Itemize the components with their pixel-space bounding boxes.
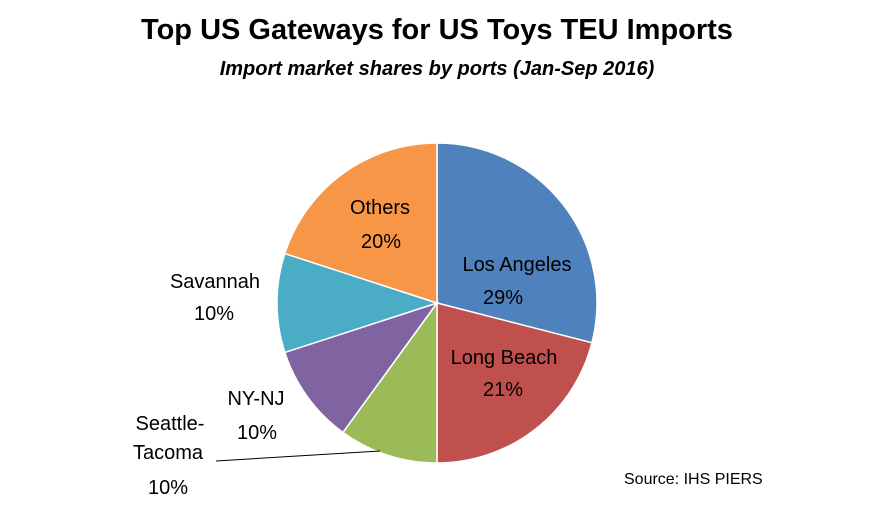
chart-subtitle: Import market shares by ports (Jan-Sep 2… xyxy=(219,58,655,80)
label-others-value: 20% xyxy=(361,231,401,253)
label-long-beach-name: Long Beach xyxy=(451,347,558,369)
label-ny-nj-name: NY-NJ xyxy=(227,388,284,410)
chart-source: Source: IHS PIERS xyxy=(624,471,763,488)
pie-slice-seattle-tacoma xyxy=(341,300,438,464)
label-seattle-tacoma-name-line2: Tacoma xyxy=(133,442,204,464)
seattle-tacoma-leader-line xyxy=(215,450,381,462)
pie-slice-savannah xyxy=(276,252,440,354)
pie-slice-others xyxy=(283,142,438,305)
pie-slice-long-beach xyxy=(436,302,593,464)
label-ny-nj-value: 10% xyxy=(237,422,277,444)
label-los-angeles-value: 29% xyxy=(483,287,523,309)
pie-slices xyxy=(276,142,598,464)
chart-title: Top US Gateways for US Toys TEU Imports xyxy=(141,14,733,46)
label-savannah-value: 10% xyxy=(194,303,234,325)
label-seattle-tacoma-value: 10% xyxy=(148,477,188,499)
label-savannah-name: Savannah xyxy=(170,271,260,293)
label-others-name: Others xyxy=(350,197,410,219)
pie-slice-ny-nj xyxy=(283,301,439,434)
label-seattle-tacoma-name-line1: Seattle- xyxy=(136,413,205,435)
label-los-angeles-name: Los Angeles xyxy=(463,254,572,276)
pie-slice-los-angeles xyxy=(436,142,598,344)
pie-labels: Los Angeles 29% Long Beach 21% Seattle- … xyxy=(133,197,572,499)
label-long-beach-value: 21% xyxy=(483,379,523,401)
